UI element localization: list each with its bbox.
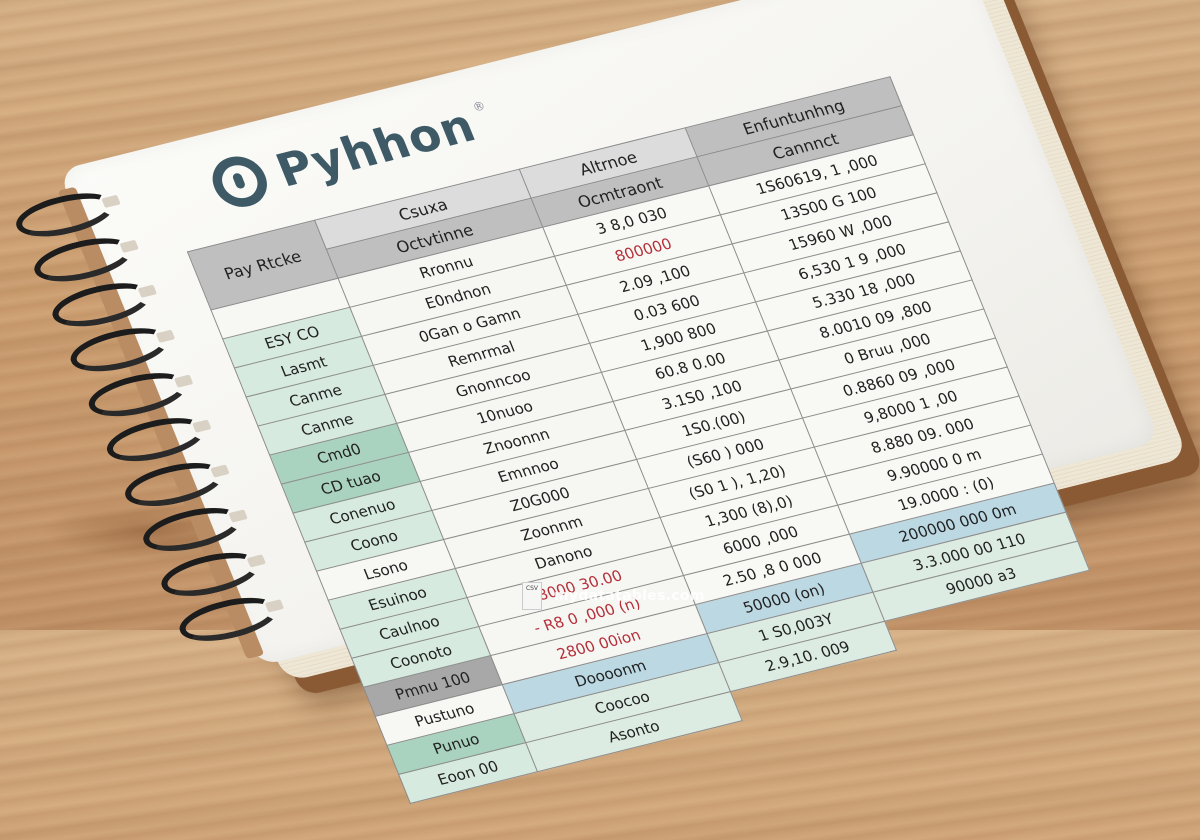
csv-file-icon: CSV <box>522 582 542 610</box>
watermark: CSV mydatatables.com <box>522 582 705 610</box>
python-logo-icon <box>204 151 275 213</box>
registered-mark: ® <box>470 98 488 115</box>
watermark-text: mydatatables.com <box>554 588 705 604</box>
logo-text: Pyhhon <box>268 98 484 198</box>
csv-icon-label: CSV <box>525 585 539 592</box>
notebook-page: Pyhhon ® Pay Rtcke Csuxa Altrnoe Enfuntu… <box>9 0 1161 804</box>
